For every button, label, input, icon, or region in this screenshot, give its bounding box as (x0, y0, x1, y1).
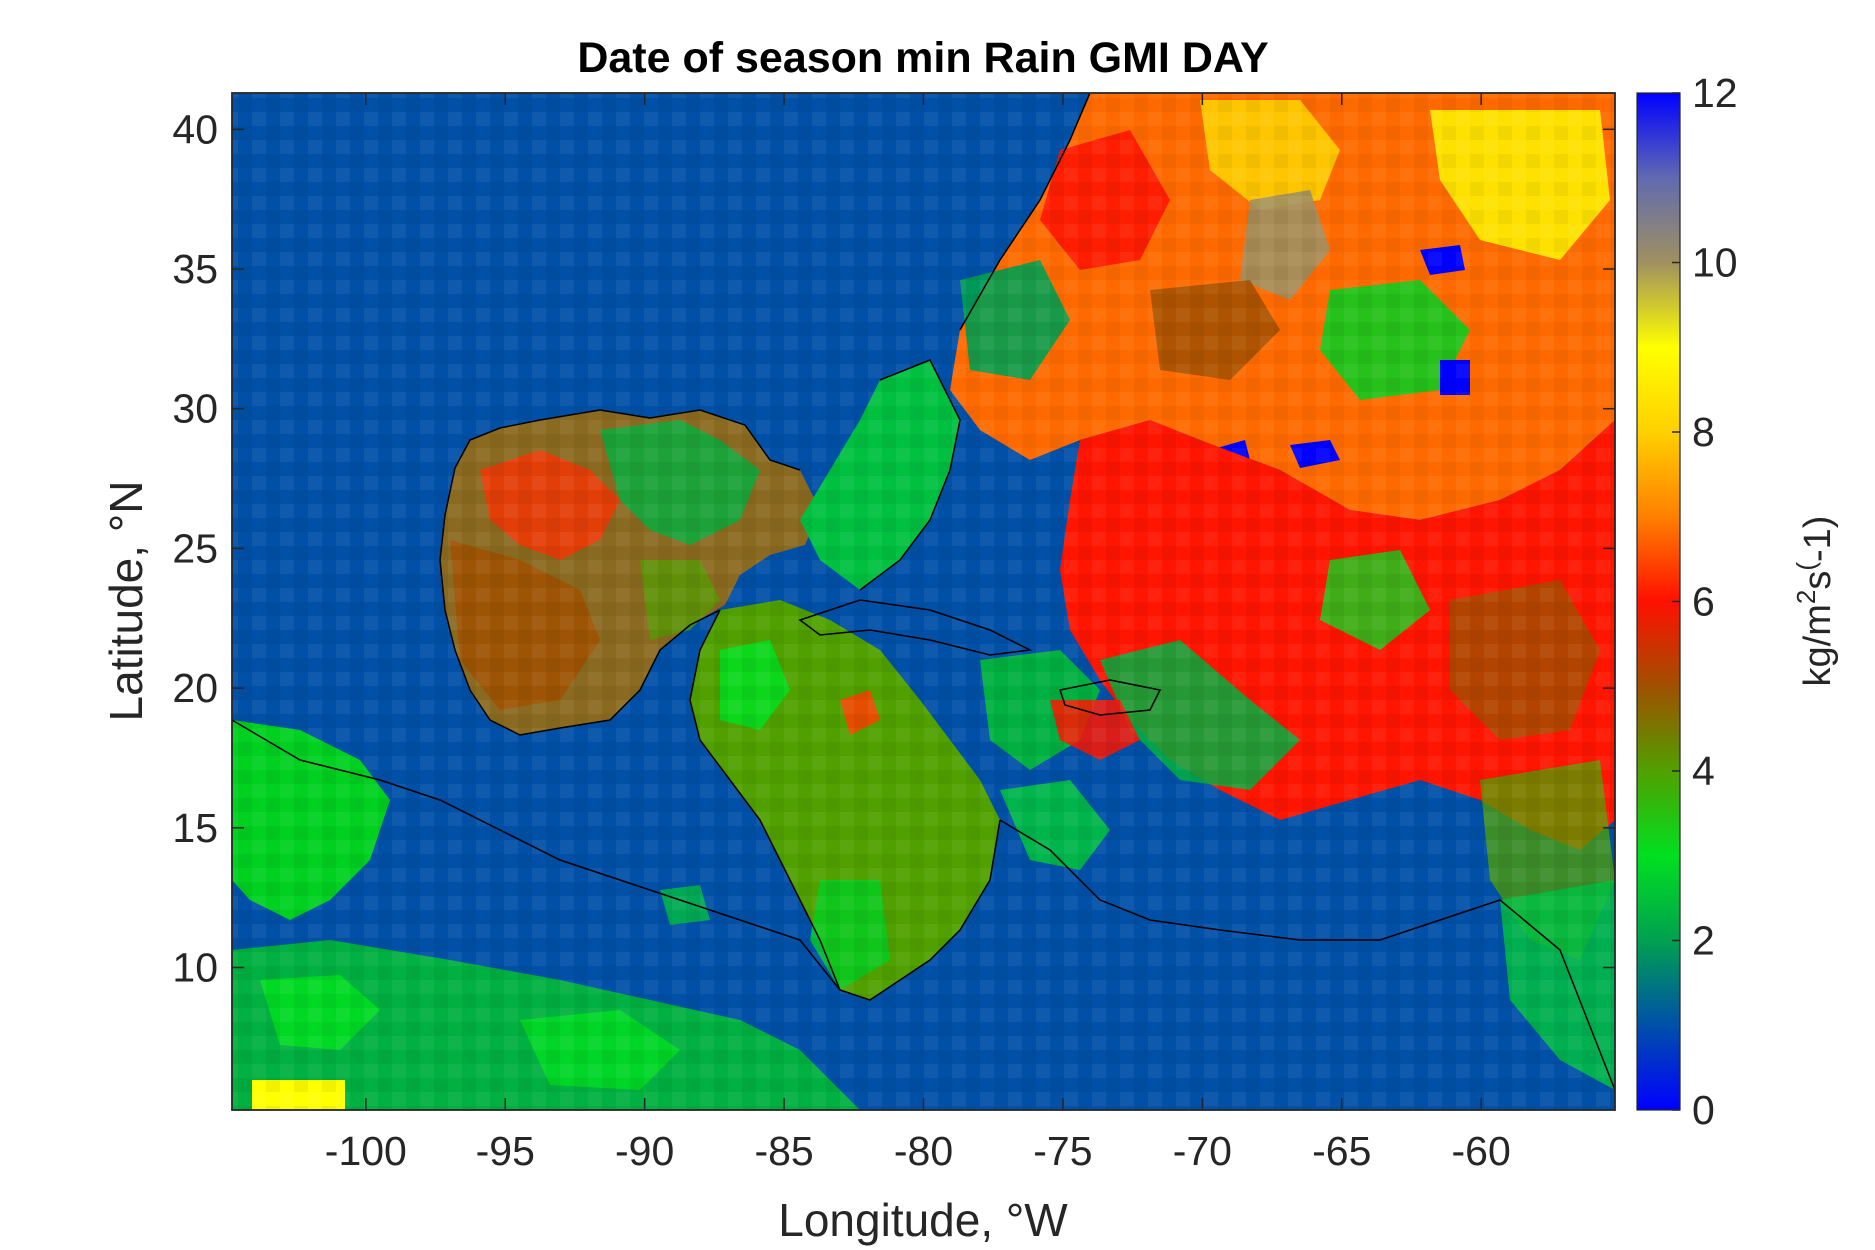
y-tick-label: 15 (172, 805, 218, 851)
x-tick-label: -65 (1312, 1128, 1371, 1174)
coastline-yucatan (689, 609, 1001, 1001)
x-tick-label: -100 (325, 1128, 407, 1174)
x-tick-label: -80 (894, 1128, 953, 1174)
y-tick-label: 10 (172, 945, 218, 991)
colorbar-label: kg/m2s(-1) (1791, 516, 1839, 687)
x-tick-label: -75 (1033, 1128, 1092, 1174)
x-tick-label: -95 (476, 1128, 535, 1174)
colorbar-tick-label: 4 (1692, 748, 1715, 794)
coastline-mexico (439, 467, 721, 736)
y-axis: 10 15 20 25 30 35 40 (172, 106, 1615, 991)
colorbar-tick-label: 8 (1692, 409, 1715, 455)
y-tick-label: 20 (172, 665, 218, 711)
colorbar-tick-label: 6 (1692, 579, 1715, 625)
y-tick-label: 25 (172, 525, 218, 571)
chart-title: Date of season min Rain GMI DAY (577, 34, 1268, 82)
x-tick-label: -90 (615, 1128, 674, 1174)
coastline-us-gulf (454, 409, 801, 471)
colorbar-label-base: kg/m (1797, 604, 1839, 686)
colorbar-ticks: 0 2 4 6 8 10 12 (1672, 70, 1738, 1133)
colorbar-tick-label: 12 (1692, 70, 1738, 116)
plot-area (231, 92, 1616, 1111)
colorbar-tick-label: 0 (1692, 1087, 1715, 1133)
colorbar-tick-label: 10 (1692, 240, 1738, 286)
x-tick-label: -85 (754, 1128, 813, 1174)
x-axis-label: Longitude, °W (778, 1194, 1068, 1246)
coastline-florida (859, 359, 961, 591)
coastline-hispaniola (1059, 679, 1162, 716)
coastline-us-east (959, 93, 1091, 331)
colorbar-label-sup1: 2 (1791, 590, 1821, 604)
x-tick-label: -70 (1173, 1128, 1232, 1174)
y-tick-label: 30 (172, 386, 218, 432)
coastline-pacific (232, 719, 841, 991)
coastline-cuba (798, 599, 1033, 656)
texture-overlay (232, 93, 1615, 1110)
y-tick-label: 40 (172, 106, 218, 152)
x-tick-label: -60 (1452, 1128, 1511, 1174)
y-tick-label: 35 (172, 246, 218, 292)
colorbar-label-sup2: ( (1791, 562, 1821, 571)
x-axis: -100 -95 -90 -85 -80 -75 -70 -65 -60 (325, 93, 1511, 1174)
colorbar-label-mid: s (1797, 571, 1839, 590)
heatmap-cells (232, 93, 1615, 1110)
coastlines (232, 93, 1615, 1091)
colorbar-tick-label: 2 (1692, 918, 1715, 964)
y-axis-label: Latitude, °N (100, 481, 152, 722)
colorbar-label-tail: -1) (1797, 516, 1839, 562)
coastline-south-america (999, 819, 1615, 1091)
